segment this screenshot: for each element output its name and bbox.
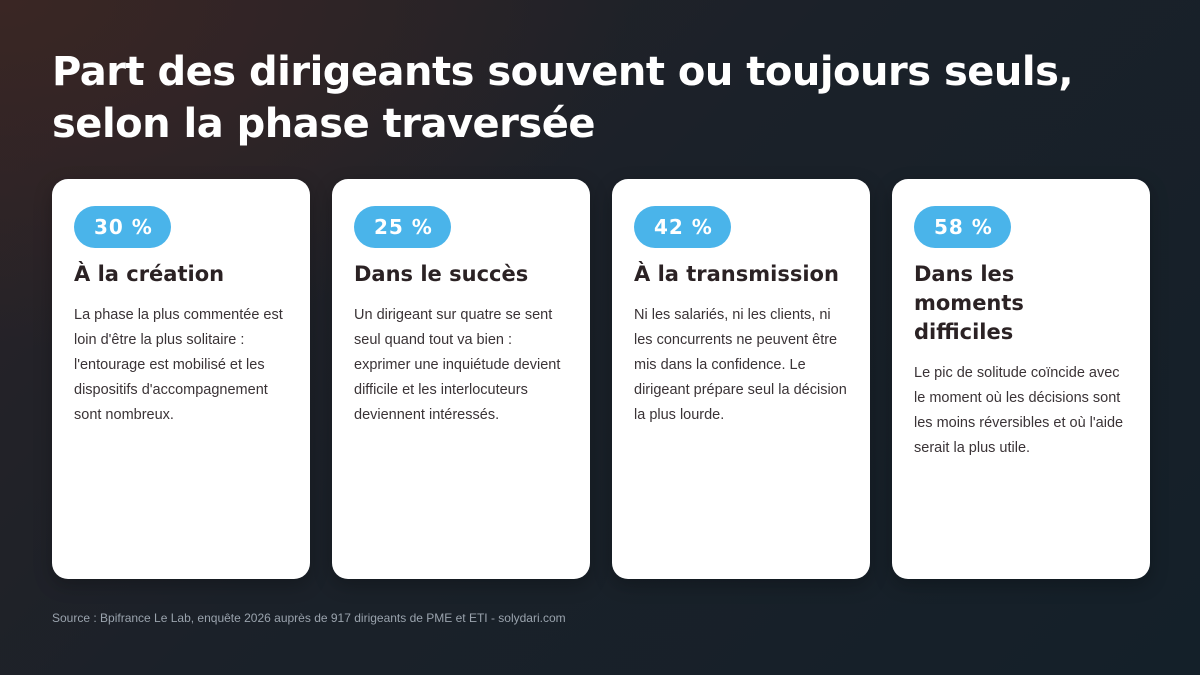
percent-badge: 25 % [354,206,451,248]
card-description: Un dirigeant sur quatre se sent seul qua… [354,307,561,423]
card-heading: À la création [74,262,225,286]
percent-badge: 42 % [634,206,731,248]
source-note: Source : Bpifrance Le Lab, enquête 2026 … [52,611,566,625]
card-moments-difficiles: 58 % Dans les moments difficiles Le pic … [892,179,1150,579]
card-heading: Dans le succès [354,262,529,286]
card-creation: 30 % À la création La phase la plus comm… [52,179,310,579]
card-succes: 25 % Dans le succès Un dirigeant sur qua… [332,179,590,579]
percent-badge: 58 % [914,206,1011,248]
card-heading: À la transmission [634,262,839,286]
card-transmission: 42 % À la transmission Ni les salariés, … [612,179,870,579]
page-title: Part des dirigeants souvent ou toujours … [52,49,1074,147]
card-description: Ni les salariés, ni les clients, ni les … [634,307,847,423]
phase-cards: 30 % À la création La phase la plus comm… [52,179,1150,579]
card-description: La phase la plus commentée est loin d'êt… [74,307,283,423]
card-description: Le pic de solitude coïncide avec le mome… [914,365,1124,456]
percent-badge: 30 % [74,206,171,248]
card-heading: Dans les moments difficiles [914,262,1024,344]
